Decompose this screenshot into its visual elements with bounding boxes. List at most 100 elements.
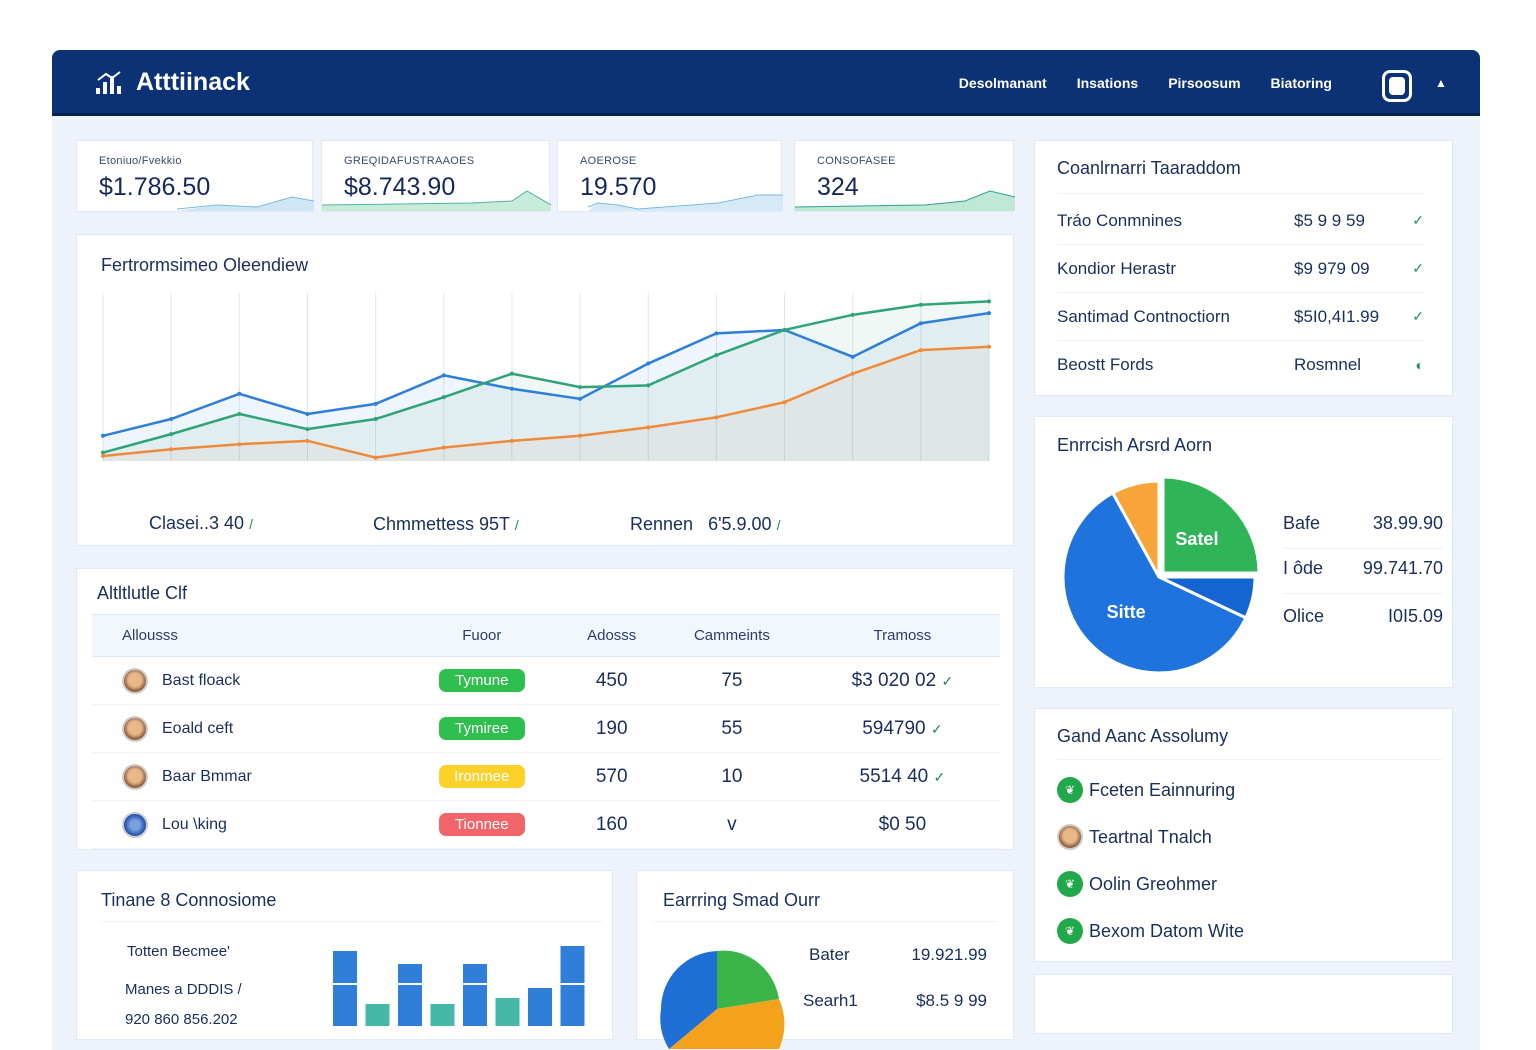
avatar xyxy=(122,811,148,838)
data-point xyxy=(509,438,514,443)
col-header[interactable]: Tramoss xyxy=(804,614,1000,657)
data-point xyxy=(441,395,446,400)
data-point xyxy=(509,371,514,376)
activity-label: Oolin Greohmer xyxy=(1089,873,1218,894)
info-line: Manes a DDDIS / xyxy=(125,981,242,998)
avatar xyxy=(122,667,148,694)
summary-label: Rennen xyxy=(630,514,694,534)
data-point xyxy=(101,453,105,458)
col-header[interactable]: Cammeints xyxy=(659,614,805,657)
data-point xyxy=(714,331,719,336)
legend-row: Bafe 38.99.90 xyxy=(1283,513,1443,549)
row-name: Santimad Contnoctiorn xyxy=(1057,306,1230,326)
chart-logo-icon xyxy=(96,70,121,94)
bar xyxy=(560,946,585,1026)
data-point xyxy=(714,415,719,420)
table-row[interactable]: Bast floack Tymune 450 75 $3 020 02 ✓ xyxy=(92,656,1000,705)
data-point xyxy=(646,383,651,388)
adds-cell: 570 xyxy=(564,752,659,801)
top-list-row[interactable]: Kondior Herastr $9 979 09 ✓ xyxy=(1057,245,1424,293)
col-header[interactable]: Fuoor xyxy=(399,614,565,657)
data-point xyxy=(987,344,991,349)
activity-item[interactable]: ❦ Bexom Datom Wite xyxy=(1057,918,1244,944)
data-point xyxy=(441,445,446,450)
data-point xyxy=(237,442,242,447)
table-row[interactable]: Lou \king Tionnee 160 v $0 50 xyxy=(92,800,1000,849)
data-point xyxy=(169,447,174,452)
bars-card-title: Tinane 8 Connosiome xyxy=(101,890,277,910)
leaf-icon: ❦ xyxy=(1057,777,1083,803)
stat-card-1: Etoniuo/Fvekkio $1.786.50 xyxy=(76,140,314,212)
top-list-row[interactable]: Santimad Contnoctiorn $5I0,4I1.99 ✓ xyxy=(1057,293,1424,341)
app-logo[interactable]: Atttiinack xyxy=(94,68,250,97)
data-point xyxy=(305,411,310,416)
sparkline xyxy=(322,190,551,211)
table-row[interactable]: Baar Bmmar Ironmee 570 10 5514 40 ✓ xyxy=(92,752,1000,801)
legend-value: $8.5 9 99 xyxy=(916,991,987,1010)
legend-label: Bafe xyxy=(1283,513,1321,533)
pie-slice xyxy=(661,951,717,1009)
slice-label: Sitte xyxy=(1107,602,1146,622)
activity-card: Gand Aanc Assolumy ❦ Fceten Eainnuring Tea… xyxy=(1034,708,1453,962)
earnings-card: Earrring Smad Ourr Bater 19.921.99 Searh1… xyxy=(636,870,1014,1049)
stat-value: 324 xyxy=(817,173,859,201)
legend-row: I ôde 99.741.70 xyxy=(1283,558,1443,594)
legend-label: Searh1 xyxy=(803,991,858,1010)
legend-row: Bater 19.921.99 xyxy=(809,945,987,965)
avatar xyxy=(122,715,148,742)
data-point xyxy=(918,302,923,307)
info-line: Totten Becmee' xyxy=(127,943,230,960)
data-point xyxy=(373,417,378,421)
legend-label: I ôde xyxy=(1283,558,1324,578)
activity-item[interactable]: ❦ Oolin Greohmer xyxy=(1057,871,1217,897)
caret-up-icon[interactable]: ▲ xyxy=(1435,76,1447,90)
data-point xyxy=(509,386,514,391)
stat-card-3: AOEROSE 19.570 xyxy=(557,140,783,212)
row-name: Lou \king xyxy=(162,815,227,833)
data-point xyxy=(987,311,991,316)
data-table: Allousss Fuoor Adosss Cammeints Tramoss … xyxy=(92,614,1000,849)
data-point xyxy=(850,371,855,376)
top-list-row[interactable]: Beostt Fords Rosmnel ◐ xyxy=(1057,341,1424,389)
bar xyxy=(365,1004,390,1026)
stat-card-4: CONSOFASEE 324 xyxy=(794,140,1015,212)
series-line xyxy=(102,345,990,459)
total-cell: 594790 xyxy=(862,717,926,739)
avatar xyxy=(122,763,148,790)
nav-item-2[interactable]: Insations xyxy=(1076,75,1139,91)
nav-item-4[interactable]: Biatoring xyxy=(1270,75,1332,91)
top-list-row[interactable]: Tráo Conmnines $5 9 9 59 ✓ xyxy=(1057,197,1424,245)
pie-slice xyxy=(1061,490,1248,675)
series-area xyxy=(103,346,989,461)
col-header[interactable]: Adosss xyxy=(564,614,659,657)
bar xyxy=(463,964,487,1026)
data-point xyxy=(305,427,310,432)
table-row[interactable]: Eoald ceft Tymiree 190 55 594790 ✓ xyxy=(92,704,1000,753)
nav-item-3[interactable]: Pirsoosum xyxy=(1168,75,1241,91)
activity-item[interactable]: Teartnal Tnalch xyxy=(1057,824,1212,850)
comments-cell: 55 xyxy=(659,704,805,753)
row-name: Tráo Conmnines xyxy=(1057,210,1183,230)
bars-card: Tinane 8 Connosiome Totten Becmee' Manes… xyxy=(76,870,613,1040)
bar xyxy=(528,988,552,1026)
activity-item[interactable]: ❦ Fceten Eainnuring xyxy=(1057,777,1235,803)
check-icon: ✓ xyxy=(930,720,943,737)
row-name: Eoald ceft xyxy=(162,719,234,737)
adds-cell: 160 xyxy=(564,800,659,849)
data-point xyxy=(782,400,787,405)
empty-card xyxy=(1034,974,1453,1034)
col-header[interactable]: Allousss xyxy=(92,614,400,657)
profile-button[interactable] xyxy=(1382,70,1412,102)
data-point xyxy=(918,348,923,353)
stat-card-2: GREQIDAFUSTRAAOES $8.743.90 xyxy=(321,140,551,212)
data-point xyxy=(850,354,855,359)
earnings-card-title: Earrring Smad Ourr xyxy=(663,890,821,910)
legend-value: I0I5.09 xyxy=(1387,606,1443,626)
summary-item-1: Clasei..3 40 / xyxy=(149,513,253,533)
data-point xyxy=(169,417,174,421)
nav-item-1[interactable]: Desolmanant xyxy=(958,75,1047,91)
series-area xyxy=(103,313,989,461)
row-value: $5I0,4I1.99 xyxy=(1294,306,1380,326)
sparkline xyxy=(587,194,783,211)
activity-title: Gand Aanc Assolumy xyxy=(1057,726,1229,746)
